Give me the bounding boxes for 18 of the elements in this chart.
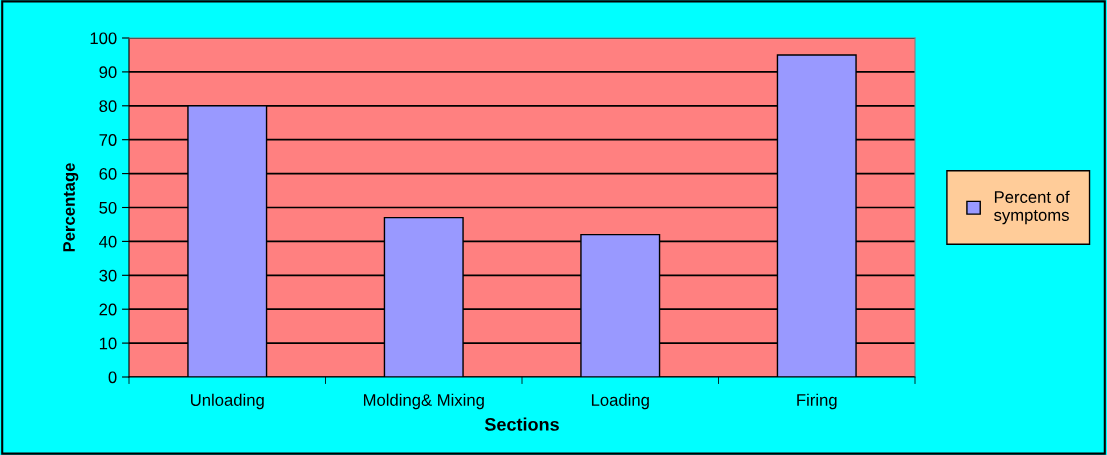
y-tick-label: 80: [99, 100, 117, 112]
y-tick-label: 30: [99, 269, 117, 282]
y-tick-label: 100: [90, 32, 117, 45]
y-tick-label: 70: [99, 134, 117, 146]
legend-label: Percent of symptoms: [994, 190, 1070, 225]
y-tick-label: 50: [99, 201, 117, 214]
x-tick-label: Unloading: [191, 393, 264, 410]
x-axis-title: Sections: [484, 417, 559, 431]
y-axis-title: Percentage: [63, 163, 79, 252]
x-tick-label: Firing: [797, 393, 837, 410]
y-tick-label: 10: [99, 337, 117, 350]
y-tick-label: 60: [99, 168, 117, 180]
y-tick-label: 20: [99, 303, 117, 316]
y-tick-label: 0: [108, 371, 117, 384]
x-tick-label: Molding& Mixing: [363, 393, 484, 410]
y-tick-label: 40: [99, 235, 117, 248]
y-tick-label: 90: [99, 66, 117, 79]
x-tick-label: Loading: [591, 393, 649, 410]
